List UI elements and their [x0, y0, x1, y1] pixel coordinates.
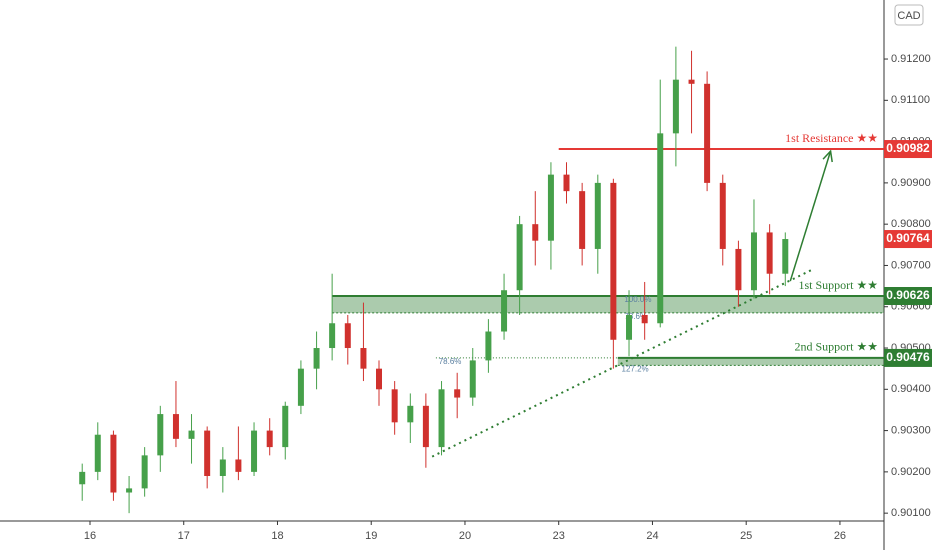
candle-body: [266, 430, 273, 448]
arrow-head: [822, 149, 833, 163]
y-tick-label: 0.90200: [891, 466, 931, 478]
candle-body: [344, 323, 351, 349]
price-badge-label: 0.90982: [886, 141, 930, 155]
candle-body: [376, 368, 383, 390]
candle-body: [141, 455, 148, 489]
candle-body: [79, 471, 86, 485]
candle-body: [188, 430, 195, 439]
fib-label: 127.2%: [622, 364, 649, 373]
candle-body: [204, 430, 211, 477]
candle-body: [282, 405, 289, 448]
y-tick-label: 0.91200: [891, 53, 931, 65]
x-tick-label: 20: [459, 530, 471, 542]
candle-body: [766, 232, 773, 274]
x-tick-label: 23: [553, 530, 565, 542]
currency: CAD: [897, 10, 920, 22]
candle-body: [516, 224, 523, 291]
level-name: 1st Resistance ★★: [785, 131, 878, 145]
price-badge-label: 0.90476: [886, 350, 930, 364]
candle-body: [610, 182, 617, 340]
y-tick-label: 0.90300: [891, 424, 931, 436]
candle-body: [360, 348, 367, 369]
fib-label: 78.6%: [624, 312, 647, 321]
candle-body: [626, 314, 633, 340]
candle-body: [235, 459, 242, 472]
level-name: 1st Support ★★: [798, 278, 878, 292]
candle-body: [719, 182, 726, 249]
y-tick-label: 0.90900: [891, 177, 931, 189]
candle-body: [251, 430, 258, 472]
candle-body: [594, 182, 601, 249]
candle-body: [157, 414, 164, 456]
x-tick-label: 24: [646, 530, 658, 542]
candle-body: [688, 79, 695, 84]
y-tick-label: 0.90700: [891, 259, 931, 271]
y-tick-label: 0.90400: [891, 383, 931, 395]
candle-body: [454, 389, 461, 398]
y-tick-label: 0.90800: [891, 218, 931, 230]
price-badge: [884, 348, 932, 367]
fib-label: 100.0%: [624, 295, 651, 304]
candle-body: [532, 224, 539, 241]
candle-body: [641, 314, 648, 324]
candle-body: [172, 414, 179, 439]
candle-body: [391, 389, 398, 423]
candle-body: [672, 79, 679, 134]
x-tick-label: 18: [271, 530, 283, 542]
candle-body: [735, 248, 742, 291]
candle-body: [94, 434, 101, 472]
last-price-label: 0.90764: [886, 231, 930, 245]
candle-body: [750, 232, 757, 291]
currency-box[interactable]: [894, 4, 924, 26]
candle-body: [657, 133, 664, 324]
x-tick-label: 16: [84, 530, 96, 542]
candle-body: [563, 174, 570, 192]
level-name: 2nd Support ★★: [794, 340, 878, 354]
candle-body: [579, 191, 586, 249]
candle-body: [407, 405, 414, 423]
candle-body: [438, 389, 445, 448]
x-tick-label: 25: [740, 530, 752, 542]
candle-body: [469, 360, 476, 398]
candle-body: [704, 83, 711, 183]
price-badge: [884, 287, 932, 306]
candle-body: [313, 348, 320, 369]
candle-body: [782, 239, 789, 274]
price-badge-label: 0.90626: [886, 288, 930, 302]
x-tick-label: 26: [834, 530, 846, 542]
candle-body: [329, 323, 336, 349]
y-tick-label: 0.91100: [891, 94, 930, 106]
y-tick-label: 0.90100: [891, 507, 931, 519]
trendline: [431, 268, 813, 458]
candle-body: [547, 174, 554, 241]
support-zone: [617, 357, 884, 366]
support-zone: [332, 296, 884, 313]
projection-arrow: [789, 150, 832, 282]
candle-body: [485, 331, 492, 361]
candle-body: [422, 405, 429, 448]
candle-body: [219, 459, 226, 477]
candle-body: [110, 434, 117, 493]
price-badge: [884, 140, 932, 159]
candle-body: [501, 290, 508, 332]
x-tick-label: 19: [365, 530, 377, 542]
candle-body: [126, 488, 133, 493]
fib-label: 78.6%: [439, 357, 462, 366]
x-tick-label: 17: [178, 530, 190, 542]
candle-body: [297, 368, 304, 406]
last-price-badge: [884, 230, 932, 249]
